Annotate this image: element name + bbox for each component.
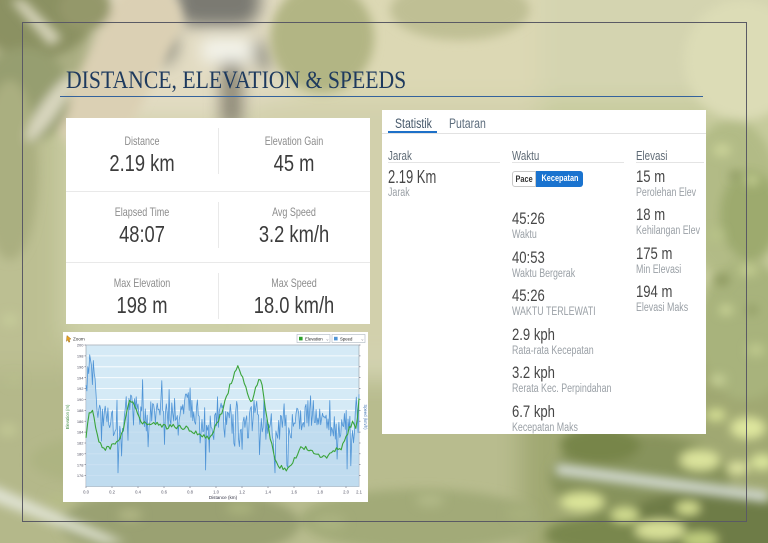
svg-text:190: 190	[77, 397, 84, 402]
svg-text:180: 180	[77, 451, 84, 456]
svg-text:0.8: 0.8	[187, 490, 193, 495]
svg-text:194: 194	[77, 375, 84, 380]
svg-text:0.0: 0.0	[83, 490, 89, 495]
svg-text:2.1: 2.1	[356, 490, 362, 495]
svg-text:Speed: Speed	[340, 337, 353, 342]
svg-text:⌄: ⌄	[361, 337, 365, 342]
svg-text:196: 196	[77, 364, 84, 369]
svg-text:0.6: 0.6	[161, 490, 167, 495]
svg-text:178: 178	[77, 462, 84, 467]
svg-text:Zoom: Zoom	[73, 337, 85, 342]
svg-text:Distance (km): Distance (km)	[209, 495, 238, 500]
svg-text:1.2: 1.2	[239, 490, 245, 495]
svg-text:Elevation: Elevation	[305, 337, 323, 342]
svg-text:Elevation (m): Elevation (m)	[65, 404, 70, 429]
svg-text:186: 186	[77, 419, 84, 424]
svg-text:1.0: 1.0	[213, 490, 219, 495]
svg-text:Speed (km/h): Speed (km/h)	[363, 404, 368, 430]
svg-text:⌄: ⌄	[326, 337, 330, 342]
svg-text:1.6: 1.6	[291, 490, 297, 495]
svg-text:0.4: 0.4	[135, 490, 141, 495]
svg-text:188: 188	[77, 408, 84, 413]
svg-text:184: 184	[77, 430, 84, 435]
svg-text:192: 192	[77, 386, 84, 391]
svg-text:182: 182	[77, 441, 84, 446]
svg-text:1.4: 1.4	[265, 490, 271, 495]
svg-text:200: 200	[77, 343, 84, 348]
svg-text:198: 198	[77, 354, 84, 359]
svg-text:2.0: 2.0	[343, 490, 349, 495]
svg-text:0.2: 0.2	[109, 490, 115, 495]
svg-text:176: 176	[77, 473, 84, 478]
svg-text:1.8: 1.8	[317, 490, 323, 495]
